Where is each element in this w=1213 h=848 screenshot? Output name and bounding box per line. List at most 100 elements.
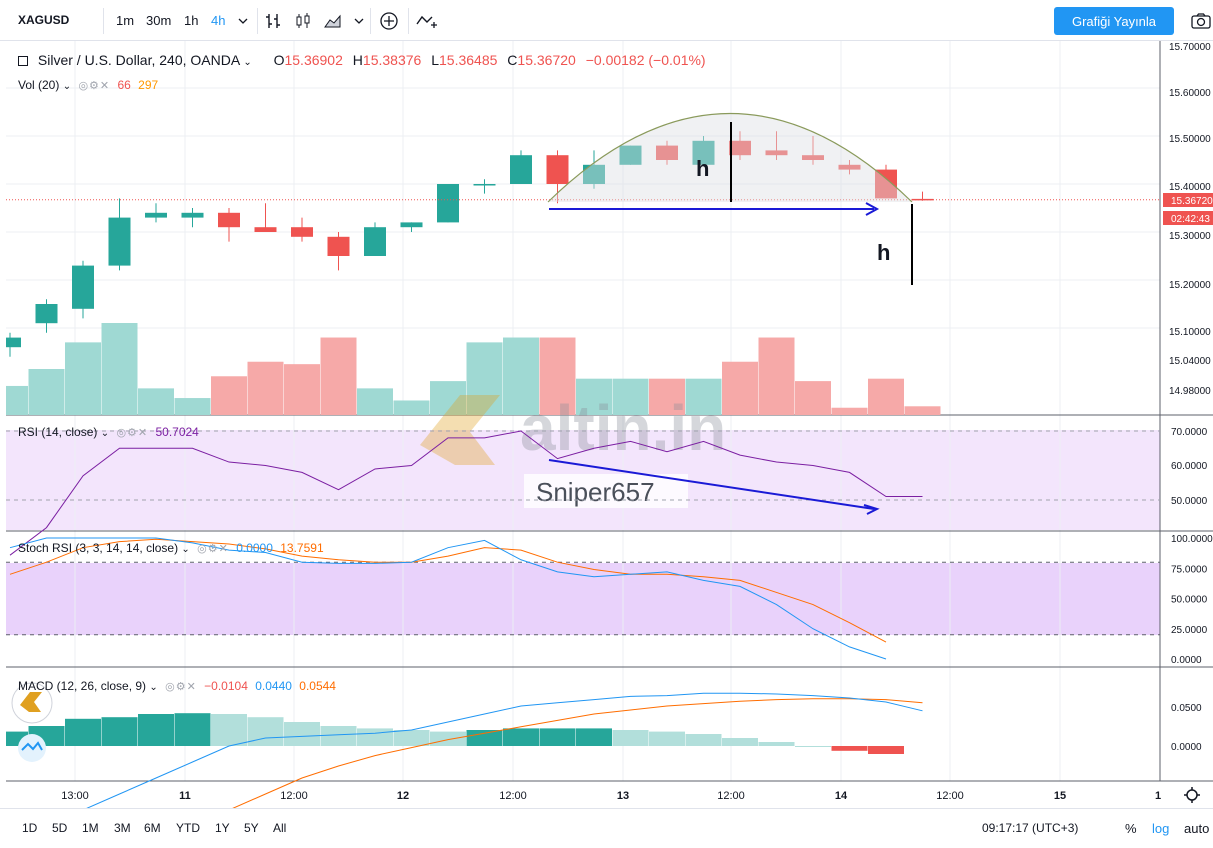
range-ytd[interactable]: YTD bbox=[176, 821, 200, 835]
brand-badge bbox=[11, 682, 53, 724]
high-value: 15.38376 bbox=[362, 52, 422, 68]
toolbar-divider bbox=[103, 8, 104, 34]
macd-line bbox=[86, 692, 923, 808]
macd-histogram-bar bbox=[320, 726, 357, 746]
candle bbox=[437, 184, 459, 223]
price-tick-label: 15.60000 bbox=[1169, 88, 1211, 99]
volume-bar bbox=[649, 378, 685, 415]
stoch-tick-label: 0.0000 bbox=[1171, 655, 1202, 666]
volume-bar bbox=[101, 323, 138, 415]
macd-histogram-bar bbox=[795, 746, 831, 747]
volume-bar bbox=[65, 342, 101, 415]
volume-bar bbox=[685, 378, 722, 415]
volume-bar bbox=[904, 406, 941, 415]
time-tick-label: 12:00 bbox=[717, 790, 745, 802]
macd-histogram-bar bbox=[649, 731, 685, 746]
volume-bar bbox=[138, 388, 174, 415]
volume-bar bbox=[539, 337, 576, 415]
range-5d[interactable]: 5D bbox=[52, 821, 68, 835]
watermark-text: altin.in bbox=[520, 392, 726, 464]
clock[interactable]: 09:17:17 (UTC+3) bbox=[982, 821, 1079, 835]
volume-bar bbox=[868, 378, 904, 415]
time-tick-label: 12:00 bbox=[499, 790, 527, 802]
chevron-down-icon[interactable]: ⌄ bbox=[149, 682, 158, 693]
chart-canvas[interactable]: altin.in Sniper657 h h 15.70000 15.60000 15.50… bbox=[6, 41, 1213, 808]
macd-histogram-bar bbox=[138, 714, 174, 746]
indicator-controls-icon[interactable]: ◎⚙✕ bbox=[78, 80, 111, 92]
macd-histogram-bar bbox=[612, 730, 649, 746]
stoch-band bbox=[6, 563, 1160, 635]
volume-bar bbox=[247, 361, 284, 415]
watermark-logo bbox=[420, 395, 500, 465]
time-tick-label: 1 bbox=[1155, 790, 1161, 802]
macd-legend: MACD (12, 26, close, 9) ⌄ ◎⚙✕ −0.0104 0.… bbox=[18, 679, 336, 693]
range-1y[interactable]: 1Y bbox=[215, 821, 230, 835]
range-all[interactable]: All bbox=[273, 821, 287, 835]
candle bbox=[291, 227, 313, 237]
candle bbox=[108, 217, 131, 266]
author-text: Sniper657 bbox=[536, 477, 655, 507]
rsi-tick-label: 60.0000 bbox=[1171, 461, 1208, 472]
range-5y[interactable]: 5Y bbox=[244, 821, 259, 835]
rsi-label: RSI (14, close) bbox=[18, 425, 98, 439]
time-tick-label: 13 bbox=[617, 790, 629, 802]
macd-histogram-bar bbox=[758, 742, 795, 746]
publish-idea-button[interactable]: Grafiği Yayınla bbox=[1054, 7, 1174, 35]
stoch-d-value: 13.7591 bbox=[280, 541, 324, 555]
chevron-down-icon[interactable] bbox=[346, 8, 372, 34]
candle bbox=[656, 145, 678, 160]
collapse-icon[interactable] bbox=[18, 56, 28, 66]
time-tick-label: 12:00 bbox=[936, 790, 964, 802]
candle bbox=[72, 265, 94, 309]
toolbar-divider bbox=[370, 8, 371, 34]
area-chart-icon[interactable] bbox=[320, 8, 346, 34]
macd-histogram-bar bbox=[466, 730, 503, 746]
symbol-search[interactable]: XAGUSD bbox=[18, 13, 70, 27]
range-6m[interactable]: 6M bbox=[144, 821, 161, 835]
candle bbox=[6, 337, 21, 348]
chart-area[interactable]: altin.in Sniper657 h h 15.70000 15.60000 15.50… bbox=[6, 41, 1213, 808]
candles-icon[interactable] bbox=[290, 8, 316, 34]
brand-logo-icon bbox=[20, 692, 42, 712]
volume-bar bbox=[576, 378, 612, 415]
bottom-toolbar: 1D 5D 1M 3M 6M YTD 1Y 5Y All 09:17:17 (U… bbox=[0, 808, 1213, 848]
percent-toggle[interactable]: % bbox=[1125, 821, 1137, 836]
chevron-down-icon[interactable] bbox=[230, 8, 256, 34]
add-indicator-icon[interactable] bbox=[376, 8, 402, 34]
chevron-down-icon[interactable]: ⌄ bbox=[62, 81, 72, 92]
price-tick-label: 14.98000 bbox=[1169, 386, 1211, 397]
log-toggle[interactable]: log bbox=[1152, 821, 1170, 836]
low-value: 15.36485 bbox=[439, 52, 498, 68]
macd-histogram-bar bbox=[503, 728, 539, 746]
arrow-head bbox=[865, 202, 880, 216]
chevron-down-icon[interactable]: ⌄ bbox=[243, 57, 252, 68]
chevron-down-icon[interactable]: ⌄ bbox=[100, 428, 110, 439]
countdown-label: 02:42:43 bbox=[1171, 214, 1210, 225]
macd-signal-value: 0.0544 bbox=[299, 679, 336, 693]
volume-bar bbox=[284, 364, 320, 415]
bar-chart-icon[interactable] bbox=[260, 8, 286, 34]
change-value: −0.00182 (−0.01%) bbox=[585, 52, 706, 68]
macd-signal-line bbox=[232, 698, 923, 808]
camera-icon[interactable] bbox=[1188, 8, 1213, 34]
time-tick-label: 12 bbox=[397, 790, 409, 802]
macd-histogram-bar bbox=[174, 713, 211, 746]
time-tick-label: 12:00 bbox=[280, 790, 308, 802]
auto-toggle[interactable]: auto bbox=[1184, 821, 1210, 836]
timeframe-1m[interactable]: 1m bbox=[116, 13, 135, 28]
indicator-controls-icon[interactable]: ◎⚙✕ bbox=[116, 427, 149, 439]
indicator-controls-icon[interactable]: ◎⚙✕ bbox=[165, 681, 197, 693]
timeframe-1h[interactable]: 1h bbox=[184, 13, 199, 28]
candle bbox=[619, 145, 642, 165]
compare-icon[interactable] bbox=[414, 8, 440, 34]
range-1m[interactable]: 1M bbox=[82, 821, 99, 835]
range-1d[interactable]: 1D bbox=[22, 821, 38, 835]
indicator-controls-icon[interactable]: ◎⚙✕ bbox=[197, 543, 229, 555]
range-3m[interactable]: 3M bbox=[114, 821, 131, 835]
chevron-down-icon[interactable]: ⌄ bbox=[181, 544, 190, 555]
candle bbox=[911, 198, 934, 201]
timeframe-30m[interactable]: 30m bbox=[146, 13, 172, 28]
timeframe-4h[interactable]: 4h bbox=[211, 13, 226, 28]
candle bbox=[729, 140, 751, 156]
macd-histogram-bar bbox=[576, 728, 612, 746]
